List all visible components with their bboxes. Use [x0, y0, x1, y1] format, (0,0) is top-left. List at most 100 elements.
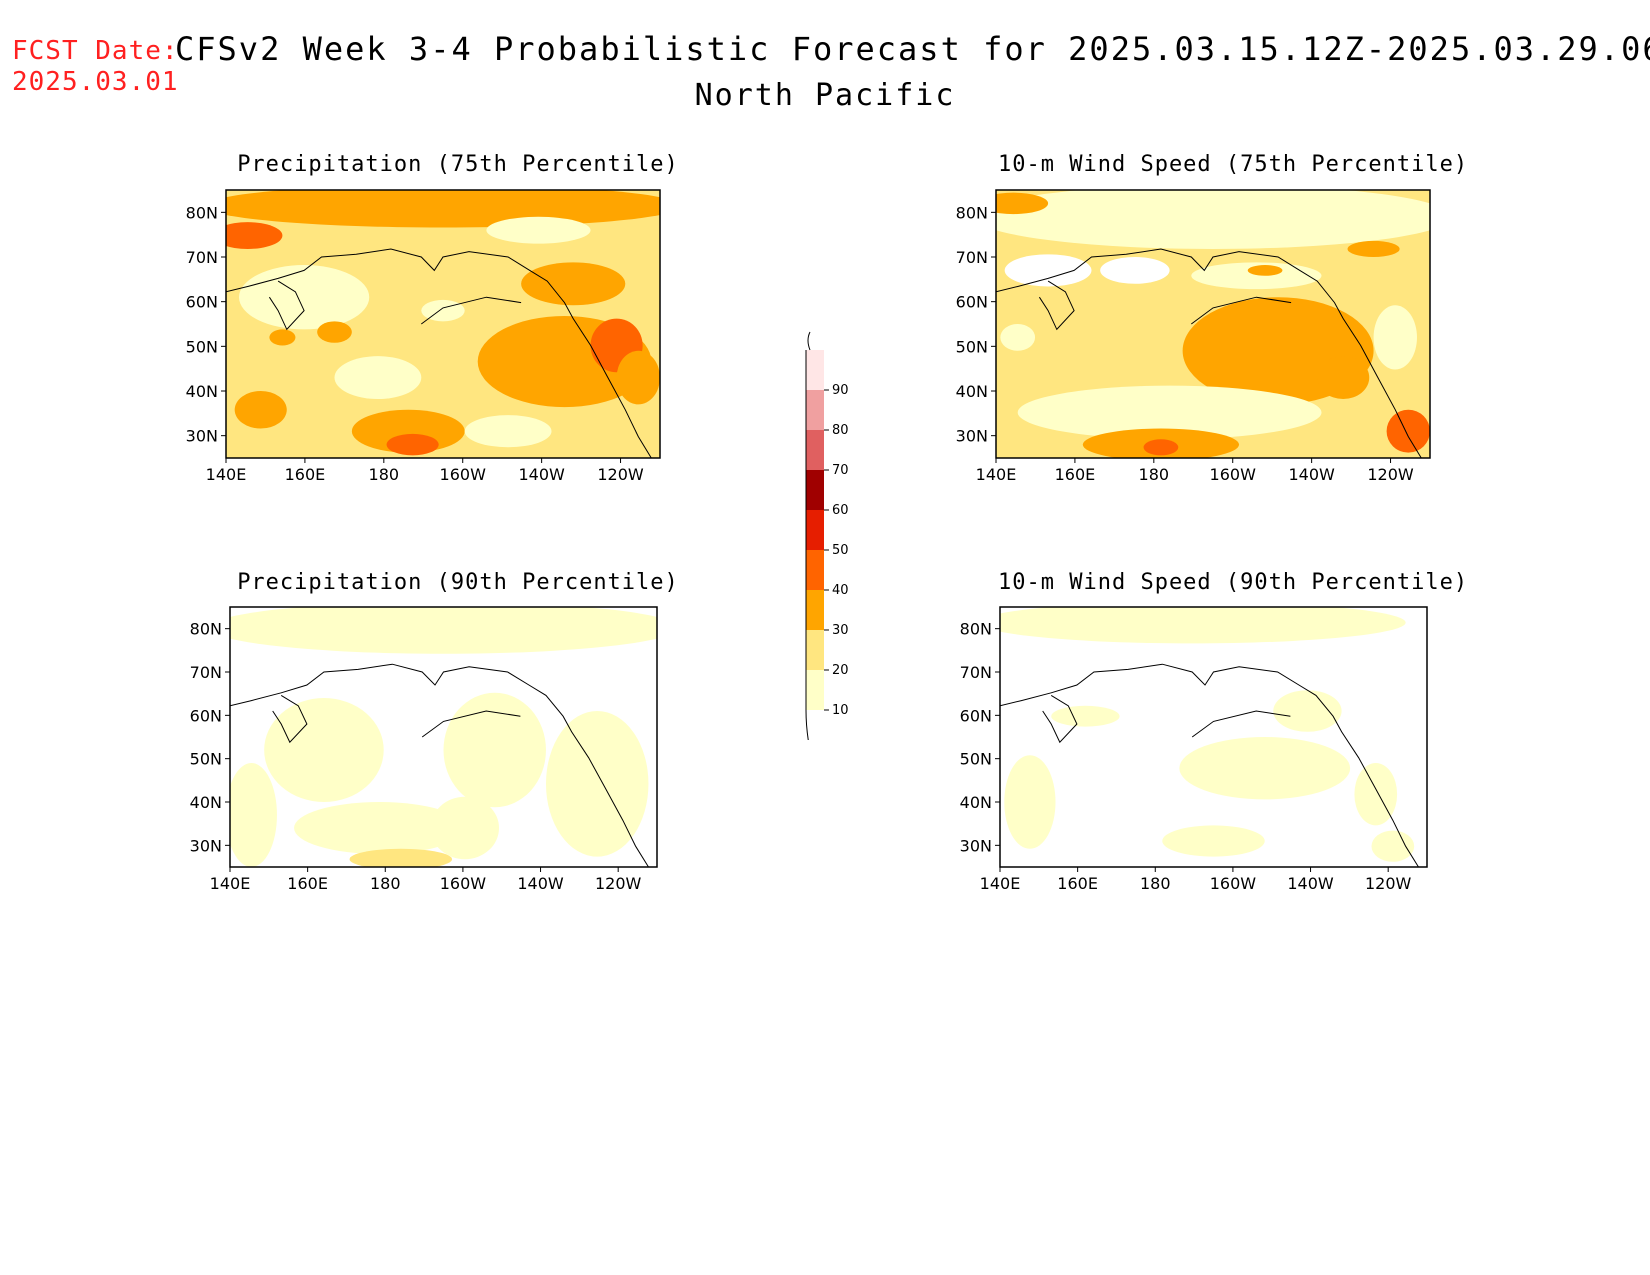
lat-tick-label: 40N: [186, 382, 218, 401]
lon-tick-label: 120W: [595, 874, 642, 893]
map-area: [225, 189, 661, 459]
map-panel-wind75: 140E 160E 180 160W 140W 120W 80N 70N 60N 50N 40N 30…: [956, 189, 1431, 484]
lon-tick-label: 160E: [287, 874, 328, 893]
probability-contour: [226, 190, 660, 228]
lon-tick-label: 140W: [1287, 874, 1334, 893]
lat-tick-label: 30N: [190, 836, 222, 855]
lat-tick-label: 70N: [960, 663, 992, 682]
colorbar: 10 20 30 40 50 60 70 80 90: [805, 331, 849, 740]
probability-contour: [386, 433, 439, 456]
panel-title-wind90: 10-m Wind Speed (90th Percentile): [998, 570, 1469, 595]
probability-contour: [1004, 755, 1056, 849]
panel-title-precip90: Precipitation (90th Percentile): [237, 570, 679, 595]
probability-contour: [230, 607, 657, 654]
colorbar-segment: [806, 470, 824, 510]
forecast-date: FCST Date: 2025.03.01: [12, 36, 179, 98]
probability-contour: [334, 356, 422, 400]
probability-contour: [421, 299, 465, 322]
colorbar-label: 60: [832, 503, 849, 518]
probability-contour: [1004, 254, 1092, 287]
map-frame: [999, 606, 1428, 868]
probability-contour: [269, 329, 296, 346]
probability-contour: [1162, 825, 1265, 857]
map-frame: [225, 189, 661, 459]
colorbar-label: 10: [832, 703, 849, 718]
lat-tick-label: 60N: [960, 706, 992, 725]
lon-tick-label: 180: [370, 874, 401, 893]
lon-tick-label: 160W: [440, 874, 487, 893]
lat-tick-label: 50N: [956, 337, 988, 356]
colorbar-label: 20: [832, 663, 849, 678]
coastline: [996, 248, 1422, 458]
probability-contour: [616, 350, 660, 405]
lat-tick-label: 80N: [190, 620, 222, 639]
colorbar-segment: [806, 670, 824, 710]
probability-contour: [430, 796, 500, 860]
lat-tick-label: 70N: [186, 248, 218, 267]
lat-tick-label: 30N: [186, 427, 218, 446]
probability-contour: [239, 265, 370, 330]
lon-tick-label: 160W: [440, 465, 487, 484]
lon-tick-label: 140E: [210, 874, 251, 893]
coastline-kamchatka: [1042, 694, 1078, 744]
probability-contour: [521, 262, 626, 306]
lon-tick-label: 120W: [597, 465, 644, 484]
probability-contour: [996, 192, 1049, 215]
colorbar-segment: [806, 430, 824, 470]
probability-contour: [1317, 356, 1370, 400]
probability-contour: [1191, 262, 1322, 290]
probability-contour: [1000, 324, 1036, 351]
lat-tick-label: 50N: [186, 337, 218, 356]
probability-contour: [1143, 439, 1179, 456]
forecast-date-label: FCST Date:: [12, 36, 179, 66]
lat-tick-label: 80N: [956, 203, 988, 222]
probability-contour: [1354, 763, 1398, 826]
probability-contour: [230, 763, 277, 867]
lat-tick-label: 70N: [956, 248, 988, 267]
probability-contour: [234, 391, 287, 429]
lon-tick-label: 140W: [1288, 465, 1335, 484]
lon-tick-label: 160E: [1057, 874, 1098, 893]
coastline: [1000, 663, 1419, 867]
probability-contour: [1247, 265, 1283, 276]
map-panel-wind90: 140E 160E 180 160W 140W 120W 80N 70N 60N 50N 40N 30…: [960, 606, 1428, 893]
map-area: [995, 189, 1431, 459]
map-panel-precip75: 140E 160E 180 160W 140W 120W 80N 70N 60N 50N 40N 30…: [186, 189, 661, 484]
colorbar-label: 90: [832, 383, 849, 398]
probability-contour: [1179, 737, 1351, 800]
colorbar-segment: [806, 390, 824, 430]
probability-contour: [226, 222, 283, 249]
probability-contour: [1273, 690, 1342, 732]
lon-tick-label: 140E: [980, 874, 1021, 893]
colorbar-label: 70: [832, 463, 849, 478]
probability-contour: [486, 216, 591, 244]
lat-tick-label: 40N: [960, 793, 992, 812]
panel-title-precip75: Precipitation (75th Percentile): [237, 152, 679, 177]
probability-contour: [1051, 705, 1120, 727]
colorbar-top-arrow: [807, 331, 811, 351]
lon-tick-label: 120W: [1365, 874, 1412, 893]
probability-contour: [1100, 257, 1170, 284]
lat-tick-label: 50N: [190, 750, 222, 769]
map-frame: [995, 189, 1431, 459]
forecast-date-value: 2025.03.01: [12, 67, 179, 97]
lon-tick-label: 160W: [1210, 465, 1257, 484]
lat-tick-label: 40N: [956, 382, 988, 401]
lat-tick-label: 40N: [190, 793, 222, 812]
lat-tick-label: 70N: [190, 663, 222, 682]
probability-contour: [1000, 607, 1406, 644]
colorbar-label: 50: [832, 543, 849, 558]
colorbar-label: 30: [832, 623, 849, 638]
lat-tick-label: 30N: [960, 836, 992, 855]
probability-contour: [464, 415, 552, 448]
lon-tick-label: 160E: [285, 465, 326, 484]
map-area: [229, 606, 658, 868]
coastline-aleutians: [1191, 710, 1291, 738]
coastline-aleutians: [421, 710, 521, 738]
probability-contour: [1373, 305, 1417, 370]
lon-tick-label: 180: [369, 465, 400, 484]
map-area: [999, 606, 1428, 868]
lat-tick-label: 80N: [186, 203, 218, 222]
coastline-kamchatka: [1038, 280, 1075, 331]
probability-contour: [443, 692, 546, 808]
